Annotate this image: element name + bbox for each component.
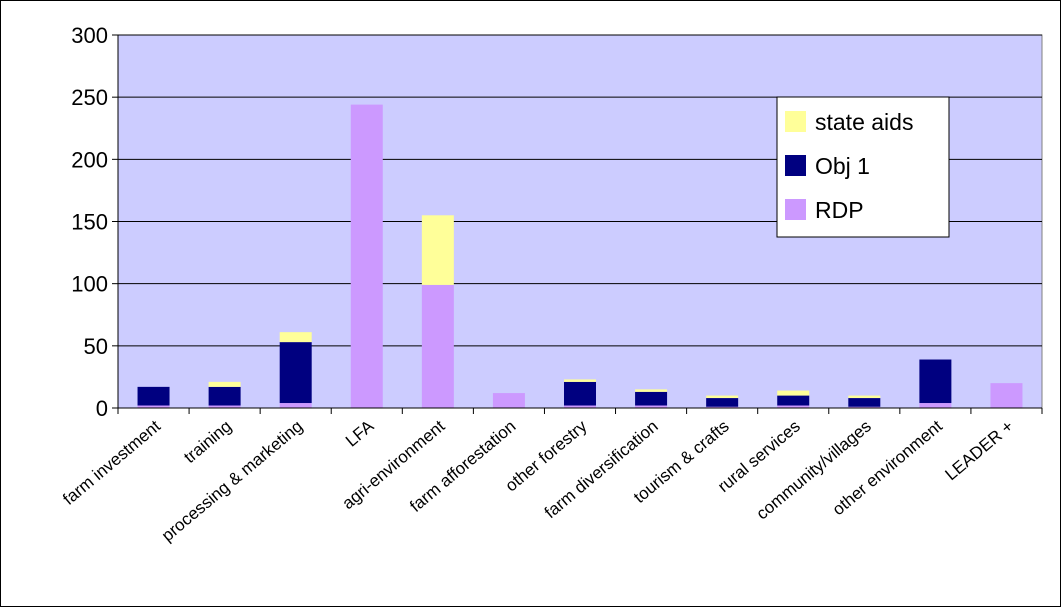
bar-segment [564,381,596,406]
bar-segment [706,398,739,407]
bar-segment [635,405,668,408]
bar-segment [777,390,810,396]
x-tick-label: LEADER + [941,416,1017,484]
legend-swatch [785,155,806,176]
bar-segment [848,398,881,407]
bar-segment [919,403,952,408]
legend-label: RDP [815,197,864,223]
bar-segment [919,359,952,404]
bar-segment [635,391,668,406]
legend: state aids Obj 1 RDP [776,96,950,238]
bar-segment [208,405,241,408]
legend-label: state aids [815,109,913,135]
bar-segment [421,284,454,408]
x-tick-label: LFA [342,416,378,450]
bar-segment [350,104,383,409]
y-tick-label: 300 [71,23,108,48]
bar-segment [421,215,454,285]
y-axis-ticks: 0 50 100 150 200 250 300 [71,23,118,421]
x-tick-label: farm investment [59,416,164,508]
bar-segment [706,395,739,399]
legend-swatch [785,111,806,132]
bar-segment [279,403,312,408]
y-tick-label: 0 [96,396,108,421]
legend-swatch [785,199,806,220]
gridlines [118,34,1042,347]
x-tick-label: training [180,417,235,467]
y-tick-label: 100 [71,272,108,297]
y-tick-label: 50 [84,334,108,359]
x-tick-label: processing & marketing [158,417,306,546]
bar-segment [137,386,170,406]
bar-segment [848,395,881,399]
y-tick-label: 150 [71,210,108,235]
bar-segment [208,386,241,406]
bar-segment [279,332,312,343]
y-tick-label: 250 [71,85,108,110]
bar-segment [706,406,739,408]
bar-segment [635,389,668,392]
bar-segment [208,381,241,387]
bar-segment [137,405,170,408]
bar-segment [848,406,881,408]
bar-segment [990,383,1023,408]
legend-label: Obj 1 [815,153,870,179]
bar-segment [492,393,525,408]
bar-segment [564,405,596,408]
bar-segment [777,395,810,406]
bar-segment [777,405,810,408]
bar-segment [564,379,596,382]
y-tick-label: 200 [71,147,108,172]
bars [137,104,1023,409]
bar-segment [279,342,312,404]
